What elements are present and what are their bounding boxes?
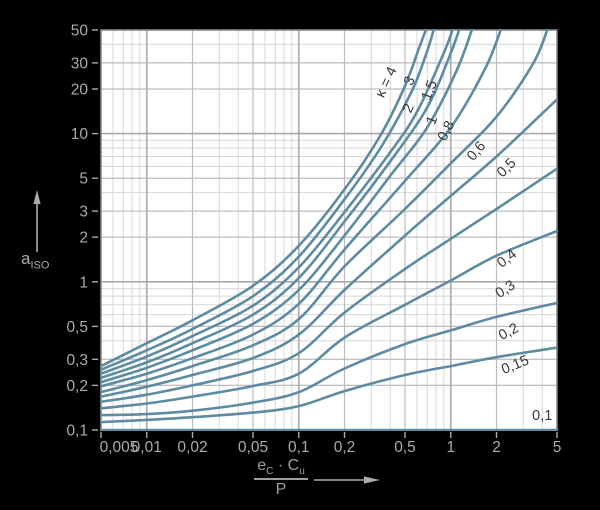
x-axis-title-denominator: P <box>275 481 287 499</box>
x-tick-label: 0,02 <box>177 439 207 456</box>
curve-kappa-3 <box>100 29 436 372</box>
x-axis-title-numerator: eC · Cu <box>257 457 305 478</box>
curve-kappa-1.5 <box>100 29 461 380</box>
x-tick-label: 0,2 <box>334 439 356 456</box>
curve-kappa-0.8 <box>100 29 503 388</box>
x-axis-arrowhead <box>364 476 380 484</box>
y-tick-label: 3 <box>79 204 88 221</box>
curve-kappa-0.4 <box>100 167 558 404</box>
y-tick-label: 0,1 <box>66 423 88 440</box>
y-tick-label: 30 <box>71 55 89 72</box>
y-tick-label: 10 <box>71 126 89 143</box>
y-tick-label: 0,5 <box>66 319 88 336</box>
y-axis-title: aISO <box>21 249 49 271</box>
x-tick-label: 0,1 <box>288 439 310 456</box>
curve-kappa-0.6 <box>100 29 549 394</box>
curve-label-kappa-1.5: 1,5 <box>419 78 441 103</box>
fraction-bar <box>254 478 308 481</box>
y-tick-label: 2 <box>79 230 88 247</box>
curve-kappa-2 <box>100 29 455 375</box>
x-tick-label: 5 <box>553 439 562 456</box>
x-tick-label: 0,05 <box>238 439 268 456</box>
y-axis-title-sub: ISO <box>30 259 50 272</box>
y-tick-label: 50 <box>71 23 89 40</box>
x-axis-title: eC · Cu P <box>252 457 310 499</box>
x-tick-label: 2 <box>492 439 501 456</box>
dot-operator: · <box>277 457 284 474</box>
y-tick-label: 1 <box>79 274 88 291</box>
y-tick-label: 0,3 <box>66 352 88 369</box>
y-tick-label: 20 <box>71 81 89 98</box>
y-tick-label: 5 <box>79 171 88 188</box>
y-tick-label: 0,2 <box>66 378 88 395</box>
curve-kappa-0.2 <box>100 301 558 417</box>
curves-group <box>100 29 558 431</box>
x-tick-label: 0,005 <box>100 439 139 456</box>
curve-kappa-0.5 <box>100 98 558 398</box>
x-tick-label: 0,01 <box>132 439 162 456</box>
y-axis-title-main: a <box>21 249 31 268</box>
curve-kappa-0.3 <box>100 229 558 410</box>
y-axis-arrowhead <box>33 190 41 204</box>
x-tick-label: 0,5 <box>394 439 416 456</box>
x-tick-label: 1 <box>446 439 455 456</box>
curve-kappa-0.15 <box>100 346 558 424</box>
curve-kappa-4 <box>100 29 428 368</box>
curve-label-kappa-0.1: 0,1 <box>532 408 552 424</box>
curve-kappa-1 <box>100 29 474 384</box>
